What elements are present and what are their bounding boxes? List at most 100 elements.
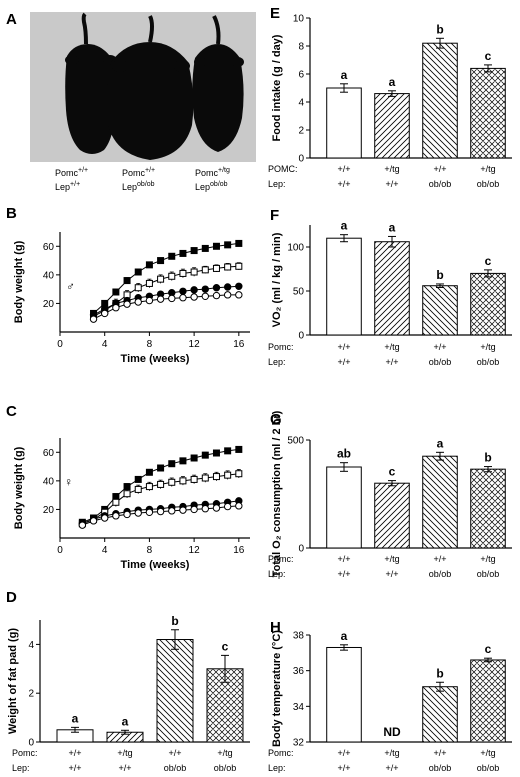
data-point	[223, 502, 232, 511]
mouse-ob-ob-image	[106, 15, 194, 160]
genotype-row2-value: +/+	[118, 763, 131, 773]
not-determined-label: ND	[383, 725, 401, 739]
bar	[326, 87, 362, 159]
bar	[470, 468, 506, 549]
genotype-row2-value: ob/ob	[477, 569, 500, 579]
data-point	[201, 244, 209, 252]
data-point	[123, 300, 131, 308]
genotype-row1-value: +/tg	[117, 748, 132, 758]
data-point	[212, 449, 220, 457]
y-axis-label: Weight of fat pad (g)	[7, 628, 19, 734]
x-tick-label: 16	[233, 545, 245, 556]
panel-letter: F	[270, 207, 279, 224]
significance-letter: a	[122, 714, 129, 728]
bar	[422, 686, 458, 743]
y-axis-label: Body weight (g)	[13, 240, 25, 323]
data-point	[145, 296, 154, 305]
data-point	[235, 262, 243, 270]
data-point	[201, 505, 209, 513]
data-point	[123, 510, 131, 519]
genotype-row2-value: ob/ob	[429, 179, 452, 189]
y-axis-label: VO₂ (ml / kg / min)	[271, 232, 283, 327]
genotype-row1-value: +/tg	[384, 164, 399, 174]
genotype-row2-value: ob/ob	[429, 763, 452, 773]
y-tick-label: 20	[43, 299, 55, 310]
panel-c: C 20 40 60 Body weight (g) 0 4 8 12 16 Time (weeks…	[6, 403, 250, 571]
data-point	[190, 268, 198, 276]
x-tick-label: 12	[189, 339, 201, 350]
data-point	[134, 475, 142, 483]
significance-letter: c	[485, 49, 492, 63]
data-point	[157, 464, 165, 472]
data-point	[168, 507, 176, 515]
genotype-row2-label: Lep:	[268, 569, 286, 579]
significance-letter: b	[436, 22, 443, 36]
y-tick-label: 6	[298, 70, 304, 81]
y-tick-label: 60	[43, 448, 55, 459]
genotype-row2-value: +/+	[337, 179, 350, 189]
panel-b: B 20 40 60 Body weight (g) 0 4 8 12 16 Time (weeks…	[6, 205, 250, 365]
data-point	[201, 285, 209, 293]
mouse-pomc-tg-ob-ob-image	[192, 15, 244, 152]
significance-letter: c	[485, 642, 492, 656]
panel-letter: C	[6, 403, 17, 420]
bar	[470, 67, 506, 159]
data-point	[190, 247, 198, 255]
significance-letter: ab	[337, 447, 351, 461]
genotype-row1-value: +/tg	[384, 554, 399, 564]
y-tick-label: 40	[43, 270, 55, 281]
genotype-row1-value: +/+	[68, 748, 81, 758]
y-tick-label: 8	[298, 42, 304, 53]
y-tick-label: 0	[298, 154, 304, 165]
genotype-row2-value: +/+	[337, 763, 350, 773]
data-point	[179, 506, 187, 514]
significance-letter: b	[484, 451, 491, 465]
data-point	[157, 275, 165, 283]
genotype-row1-value: +/tg	[384, 342, 399, 352]
genotype-row1-label: Pomc:	[12, 748, 38, 758]
data-point	[168, 460, 176, 468]
genotype-row1-value: +/+	[337, 164, 350, 174]
x-tick-label: 16	[233, 339, 245, 350]
data-point	[156, 507, 165, 516]
data-point	[179, 477, 187, 485]
data-point	[235, 282, 243, 290]
data-point	[212, 242, 220, 250]
y-tick-label: 0	[28, 738, 34, 749]
data-point	[179, 287, 187, 295]
sex-symbol: ♀	[64, 475, 73, 489]
x-tick-label: 0	[57, 339, 63, 350]
data-point	[212, 291, 221, 300]
x-tick-label: 8	[147, 545, 153, 556]
data-point	[134, 284, 142, 292]
data-point	[201, 451, 209, 459]
photo-caption-1: Pomc+/+ Lep+/+	[55, 167, 88, 192]
genotype-row2-value: ob/ob	[429, 569, 452, 579]
data-point	[179, 294, 187, 302]
data-point	[224, 471, 232, 479]
genotype-row2-value: ob/ob	[477, 763, 500, 773]
data-point	[224, 241, 232, 249]
y-tick-label: 100	[287, 243, 304, 254]
bar	[156, 639, 194, 743]
y-tick-label: 2	[298, 126, 304, 137]
data-point	[179, 457, 187, 465]
genotype-row2-label: Lep:	[268, 357, 286, 367]
bar	[326, 237, 362, 336]
bar	[374, 482, 410, 549]
bar	[374, 241, 410, 336]
data-point	[101, 309, 109, 318]
data-point	[89, 517, 98, 525]
data-point	[190, 293, 198, 301]
genotype-row2-value: +/+	[68, 763, 81, 773]
data-point	[157, 257, 165, 265]
data-point	[190, 505, 198, 514]
y-tick-label: 38	[293, 631, 305, 642]
y-tick-label: 4	[28, 640, 34, 651]
genotype-row1-label: Pomc:	[268, 554, 294, 564]
genotype-row1-value: +/tg	[480, 342, 495, 352]
data-point	[134, 268, 142, 276]
svg-text:Lepob/ob: Lepob/ob	[195, 181, 228, 192]
data-point	[235, 470, 243, 478]
